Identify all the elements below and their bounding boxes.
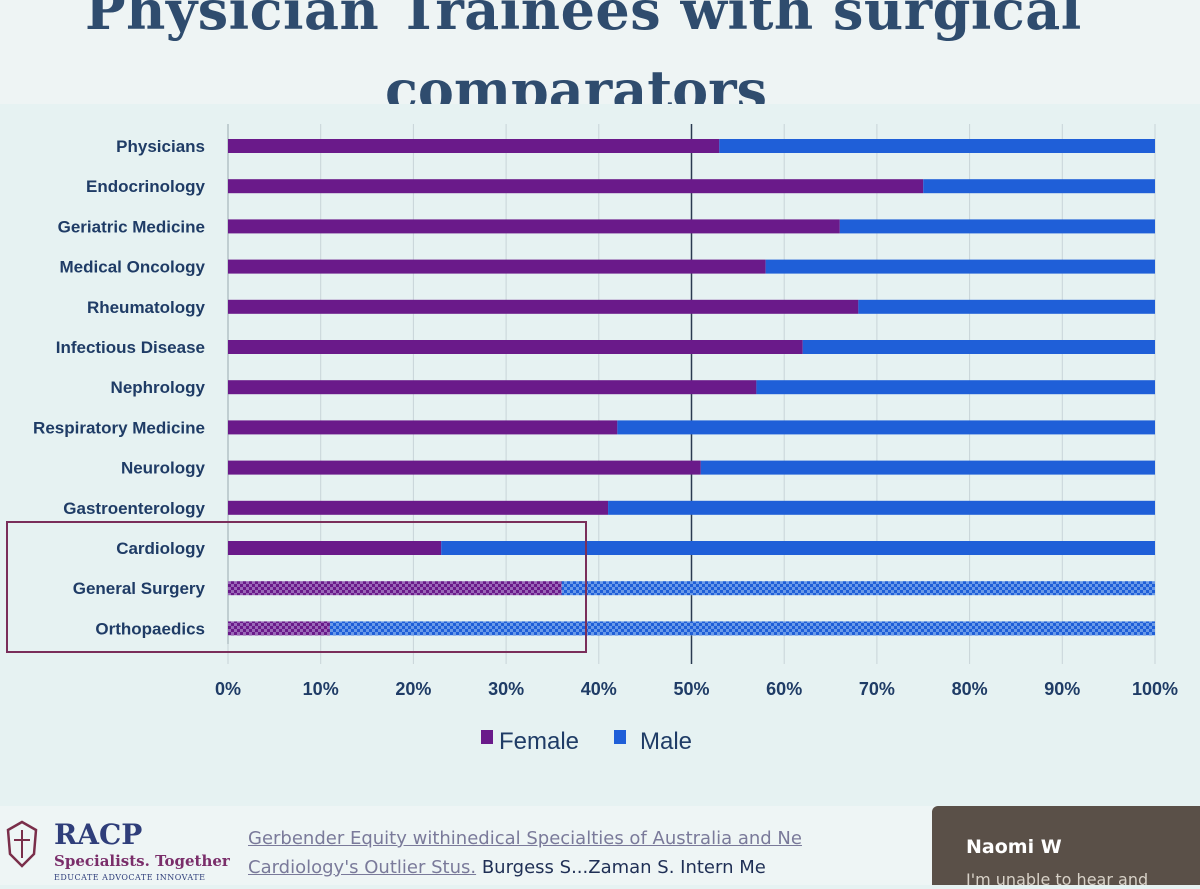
reference-link[interactable]: Gerbender Equity withinedical Specialtie…	[248, 828, 802, 849]
category-label-nephrology: Nephrology	[111, 378, 206, 397]
category-label-geriatric-medicine: Geriatric Medicine	[58, 217, 205, 236]
chat-notification[interactable]: Naomi W I'm unable to hear and	[932, 806, 1200, 889]
x-tick-label: 10%	[303, 679, 339, 699]
x-tick-label: 40%	[581, 679, 617, 699]
category-label-endocrinology: Endocrinology	[86, 177, 206, 196]
racp-subtitle: EDUCATE ADVOCATE INNOVATE	[54, 873, 206, 882]
bar-female-medical-oncology	[228, 259, 766, 274]
chat-sender-name: Naomi W	[966, 836, 1062, 858]
bar-female-general-surgery	[228, 581, 562, 596]
category-label-physicians: Physicians	[116, 137, 205, 156]
legend-label-female: Female	[499, 728, 579, 755]
bar-female-gastroenterology	[228, 500, 609, 515]
x-tick-label: 100%	[1132, 679, 1178, 699]
bar-female-respiratory-medicine	[228, 420, 618, 435]
category-label-infectious-disease: Infectious Disease	[56, 338, 205, 357]
reference-authors: Burgess S...Zaman S. Intern Me	[481, 857, 766, 878]
racp-logo-text: RACP	[54, 818, 143, 851]
footer: RACP Specialists. Together EDUCATE ADVOC…	[0, 806, 1200, 889]
category-label-general-surgery: General Surgery	[73, 579, 206, 598]
racp-crest-icon	[6, 820, 38, 868]
category-label-orthopaedics: Orthopaedics	[95, 619, 205, 638]
highlight-box	[6, 521, 587, 653]
bar-male-neurology	[700, 460, 1155, 475]
x-tick-label: 80%	[952, 679, 988, 699]
legend-swatch-male	[614, 730, 626, 744]
slide-title: Physician Trainees with surgical	[85, 0, 1082, 42]
bar-female-geriatric-medicine	[228, 219, 840, 234]
bar-female-neurology	[228, 460, 701, 475]
bar-male-cardiology	[441, 541, 1156, 555]
bar-male-nephrology	[756, 380, 1155, 395]
bar-female-endocrinology	[228, 179, 924, 194]
bar-male-medical-oncology	[765, 259, 1155, 274]
x-tick-label: 90%	[1044, 679, 1080, 699]
chat-message-preview: I'm unable to hear and	[966, 870, 1149, 889]
category-label-rheumatology: Rheumatology	[87, 298, 206, 317]
bar-female-nephrology	[228, 380, 757, 395]
category-label-medical-oncology: Medical Oncology	[60, 258, 206, 277]
reference-link-2[interactable]: Cardiology's Outlier Stus.	[248, 857, 477, 878]
legend-swatch-female	[481, 730, 493, 744]
bar-female-orthopaedics	[228, 621, 330, 636]
x-tick-label: 30%	[488, 679, 524, 699]
bar-female-infectious-disease	[228, 340, 803, 354]
bar-male-infectious-disease	[802, 340, 1155, 354]
bar-male-physicians	[719, 139, 1155, 153]
legend: Female Male	[481, 728, 692, 755]
x-tick-label: 70%	[859, 679, 895, 699]
bar-male-geriatric-medicine	[839, 219, 1155, 234]
racp-tagline: Specialists. Together	[54, 852, 230, 870]
x-tick-label: 20%	[395, 679, 431, 699]
x-tick-label: 50%	[673, 679, 709, 699]
category-label-respiratory-medicine: Respiratory Medicine	[33, 418, 205, 437]
bar-male-gastroenterology	[608, 500, 1155, 515]
category-label-neurology: Neurology	[121, 459, 206, 478]
bar-male-endocrinology	[923, 179, 1155, 194]
category-label-cardiology: Cardiology	[116, 539, 205, 558]
bar-male-orthopaedics	[329, 621, 1156, 636]
bar-male-respiratory-medicine	[617, 420, 1155, 435]
slide-title-line2: comparators	[385, 58, 768, 104]
stacked-bar-chart: Physicians Endocrinology Geriatric Medicin…	[6, 124, 1178, 755]
bar-female-cardiology	[228, 541, 442, 555]
title-band: Physician Trainees with surgical compara…	[0, 0, 1200, 104]
x-tick-label: 60%	[766, 679, 802, 699]
legend-label-male: Male	[640, 728, 692, 755]
bar-male-general-surgery	[561, 581, 1155, 596]
bar-female-rheumatology	[228, 299, 859, 314]
x-tick-label: 0%	[215, 679, 241, 699]
category-label-gastroenterology: Gastroenterology	[63, 499, 205, 518]
bar-male-rheumatology	[858, 299, 1155, 314]
reference-line-2: Cardiology's Outlier Stus. Burgess S...Z…	[248, 857, 766, 878]
bar-female-physicians	[228, 139, 720, 153]
